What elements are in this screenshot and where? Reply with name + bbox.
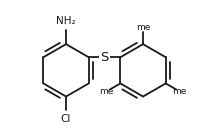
Text: Cl: Cl [61, 114, 71, 124]
Text: me: me [136, 23, 150, 32]
Text: me: me [173, 87, 187, 96]
Text: S: S [100, 51, 109, 64]
Text: NH₂: NH₂ [56, 16, 76, 26]
Text: me: me [99, 87, 114, 96]
